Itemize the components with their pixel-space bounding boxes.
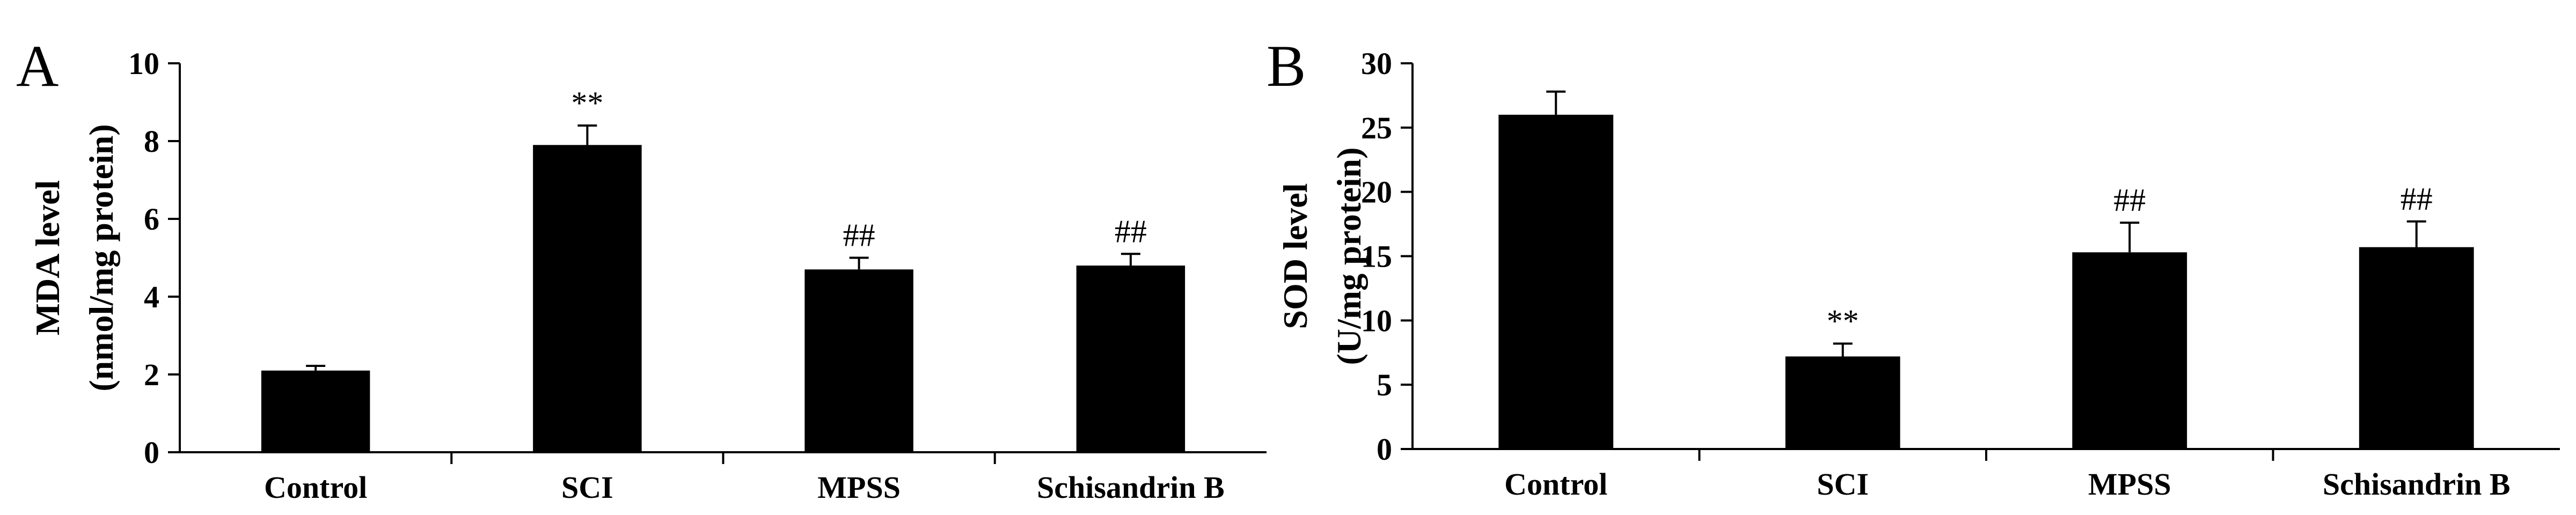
y-tick-label: 4 [144, 279, 159, 314]
significance-label: ## [843, 218, 875, 253]
x-category-label: SCI [561, 470, 613, 505]
x-category-label: Schisandrin B [2323, 467, 2511, 502]
panel-letter: A [16, 33, 58, 99]
bar-mpss [804, 269, 913, 452]
y-axis-label: MDA level [28, 180, 67, 336]
y-tick-label: 0 [144, 435, 159, 470]
x-category-label: SCI [1817, 467, 1869, 502]
panel-b: B 0 5 10 15 20 25 30 SOD level (U/mg protein) Cont… [1267, 33, 2560, 502]
y-tick-label: 10 [128, 46, 159, 81]
y-tick-label: 5 [1377, 367, 1392, 402]
y-tick-label: 25 [1361, 111, 1392, 145]
y-tick-label: 15 [1361, 239, 1392, 274]
significance-label: ** [571, 85, 603, 121]
y-tick-label: 2 [144, 357, 159, 392]
panel-a: A 0 2 4 6 8 10 MDA level (nmol/mg protein) Contro… [16, 33, 1267, 505]
y-axis-unit-label: (U/mg protein) [1330, 148, 1368, 365]
y-tick-label: 10 [1361, 303, 1392, 338]
significance-label: ## [2401, 181, 2433, 217]
bar-mpss [2072, 252, 2187, 449]
panel-letter: B [1267, 33, 1306, 99]
x-category-label: Schisandrin B [1037, 470, 1225, 505]
bar-schisandrin-b [1076, 266, 1185, 452]
y-tick-label: 8 [144, 124, 159, 159]
bar-sci [1785, 356, 1900, 449]
y-axis-label: SOD level [1276, 183, 1314, 329]
significance-label: ## [2113, 182, 2146, 218]
x-category-label: Control [1504, 467, 1607, 502]
bar-control [1498, 114, 1614, 449]
y-tick-label: 30 [1361, 46, 1392, 81]
y-tick-label: 6 [144, 202, 159, 237]
x-category-label: MPSS [2088, 467, 2171, 502]
y-axis-unit-label: (nmol/mg protein) [82, 124, 120, 391]
significance-label: ## [1115, 214, 1147, 249]
bar-sci [533, 145, 642, 452]
x-category-label: Control [264, 470, 367, 505]
y-tick-label: 0 [1377, 432, 1392, 467]
significance-label: ** [1827, 303, 1859, 339]
y-tick-label: 20 [1361, 175, 1392, 210]
bar-schisandrin-b [2359, 247, 2474, 449]
bar-control [261, 370, 370, 452]
x-category-label: MPSS [817, 470, 901, 505]
